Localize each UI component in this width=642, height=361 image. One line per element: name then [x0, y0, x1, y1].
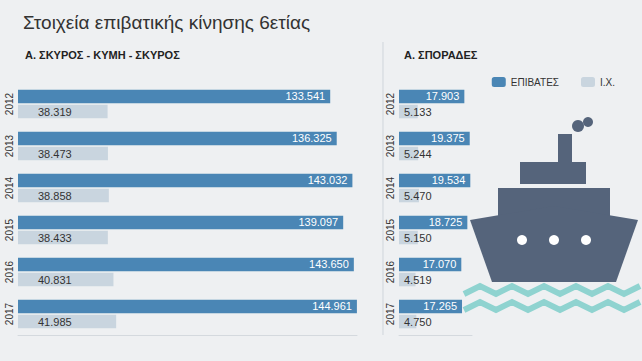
svg-text:5.244: 5.244	[404, 148, 432, 160]
svg-text:38.473: 38.473	[38, 148, 72, 160]
svg-text:2017: 2017	[385, 302, 396, 325]
svg-text:41.985: 41.985	[38, 316, 72, 328]
svg-text:ΕΠΙΒΑΤΕΣ: ΕΠΙΒΑΤΕΣ	[511, 77, 559, 88]
svg-text:38.319: 38.319	[38, 106, 72, 118]
svg-text:2012: 2012	[4, 92, 15, 115]
svg-text:40.831: 40.831	[38, 274, 72, 286]
svg-text:139.097: 139.097	[298, 216, 338, 228]
svg-text:4.750: 4.750	[404, 316, 432, 328]
svg-text:Στοιχεία επιβατικής κίνησης 6ε: Στοιχεία επιβατικής κίνησης 6ετίας	[23, 12, 310, 33]
svg-text:38.858: 38.858	[38, 190, 72, 202]
svg-text:Α. ΣΚΥΡΟΣ - ΚΥΜΗ - ΣΚΥΡΟΣ: Α. ΣΚΥΡΟΣ - ΚΥΜΗ - ΣΚΥΡΟΣ	[25, 49, 180, 61]
svg-text:2012: 2012	[385, 92, 396, 115]
svg-text:5.470: 5.470	[404, 190, 432, 202]
svg-text:19.375: 19.375	[431, 132, 465, 144]
svg-text:2016: 2016	[385, 260, 396, 283]
svg-text:2014: 2014	[385, 176, 396, 199]
svg-text:144.961: 144.961	[312, 300, 352, 312]
svg-text:136.325: 136.325	[292, 132, 332, 144]
svg-text:2016: 2016	[4, 260, 15, 283]
svg-text:17.265: 17.265	[423, 300, 457, 312]
svg-text:143.650: 143.650	[309, 258, 349, 270]
svg-text:Α. ΣΠΟΡΑΔΕΣ: Α. ΣΠΟΡΑΔΕΣ	[404, 49, 478, 61]
svg-text:2013: 2013	[385, 134, 396, 157]
svg-text:19.534: 19.534	[432, 174, 466, 186]
svg-text:2015: 2015	[385, 218, 396, 241]
svg-text:2015: 2015	[4, 218, 15, 241]
svg-text:17.070: 17.070	[423, 258, 457, 270]
svg-text:4.519: 4.519	[404, 274, 432, 286]
svg-text:143.032: 143.032	[308, 174, 348, 186]
svg-text:18.725: 18.725	[429, 216, 463, 228]
svg-text:2017: 2017	[4, 302, 15, 325]
svg-text:Ι.Χ.: Ι.Χ.	[600, 77, 615, 88]
svg-text:17.903: 17.903	[426, 90, 460, 102]
svg-text:2014: 2014	[4, 176, 15, 199]
svg-text:5.133: 5.133	[404, 106, 432, 118]
svg-text:2013: 2013	[4, 134, 15, 157]
svg-text:38.433: 38.433	[38, 232, 72, 244]
svg-text:5.150: 5.150	[404, 232, 432, 244]
svg-text:133.541: 133.541	[285, 90, 325, 102]
